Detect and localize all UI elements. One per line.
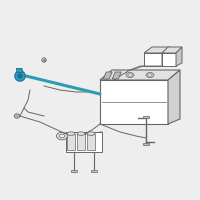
Polygon shape: [143, 116, 149, 118]
Ellipse shape: [16, 115, 18, 117]
Polygon shape: [77, 134, 85, 150]
Ellipse shape: [87, 132, 95, 135]
Ellipse shape: [42, 58, 46, 62]
Ellipse shape: [18, 74, 22, 78]
Ellipse shape: [126, 72, 134, 77]
Polygon shape: [143, 143, 149, 145]
Polygon shape: [100, 70, 180, 80]
Polygon shape: [66, 132, 102, 152]
Ellipse shape: [77, 132, 85, 135]
Polygon shape: [162, 53, 176, 66]
Ellipse shape: [57, 132, 68, 140]
Ellipse shape: [67, 132, 75, 135]
Ellipse shape: [59, 134, 65, 138]
Polygon shape: [103, 72, 112, 79]
Polygon shape: [144, 53, 162, 66]
Polygon shape: [100, 80, 168, 124]
Polygon shape: [71, 170, 77, 172]
Polygon shape: [168, 70, 180, 124]
Ellipse shape: [15, 71, 25, 81]
Polygon shape: [162, 47, 182, 53]
Polygon shape: [112, 72, 121, 79]
Polygon shape: [144, 47, 170, 53]
Polygon shape: [176, 47, 182, 66]
Polygon shape: [87, 134, 95, 150]
Polygon shape: [91, 170, 97, 172]
Polygon shape: [162, 47, 170, 66]
Polygon shape: [16, 68, 22, 72]
Ellipse shape: [148, 74, 152, 76]
Polygon shape: [67, 134, 75, 150]
Ellipse shape: [146, 72, 154, 77]
Ellipse shape: [128, 74, 132, 76]
Ellipse shape: [14, 114, 20, 118]
